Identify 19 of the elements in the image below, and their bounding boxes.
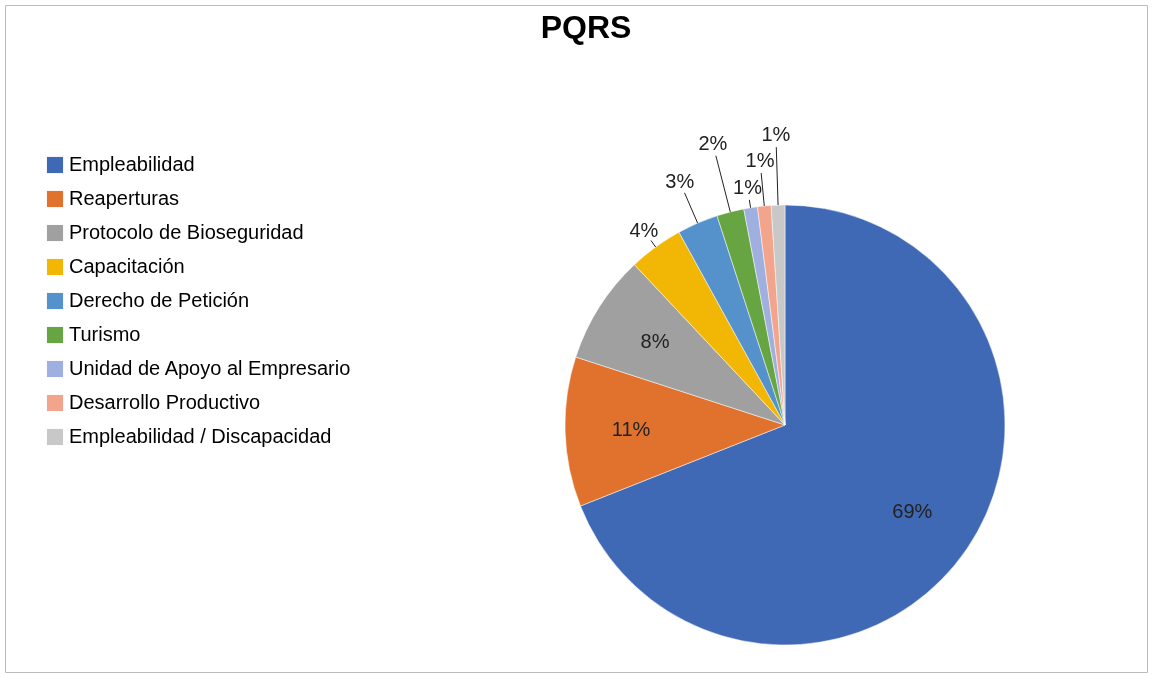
data-label: 1% — [745, 149, 775, 172]
data-label: 1% — [761, 123, 791, 146]
data-label: 2% — [698, 132, 728, 155]
data-label: 8% — [640, 330, 670, 353]
legend-label: Empleabilidad / Discapacidad — [69, 425, 332, 447]
legend-label: Unidad de Apoyo al Empresario — [69, 357, 351, 379]
chart-title: PQRS — [540, 9, 632, 45]
legend-label: Empleabilidad — [69, 153, 195, 175]
data-label: 1% — [733, 175, 763, 198]
legend-label: Turismo — [69, 323, 141, 345]
data-label: 11% — [611, 417, 651, 440]
data-label: 69% — [892, 499, 933, 522]
legend-label: Capacitación — [69, 255, 185, 277]
legend-label: Derecho de Petición — [69, 289, 250, 311]
legend-label: Reaperturas — [69, 187, 180, 209]
legend-label: Protocolo de Bioseguridad — [69, 221, 304, 243]
data-label: 4% — [629, 218, 659, 241]
data-label: 3% — [665, 169, 695, 192]
legend-label: Desarrollo Productivo — [69, 391, 261, 413]
